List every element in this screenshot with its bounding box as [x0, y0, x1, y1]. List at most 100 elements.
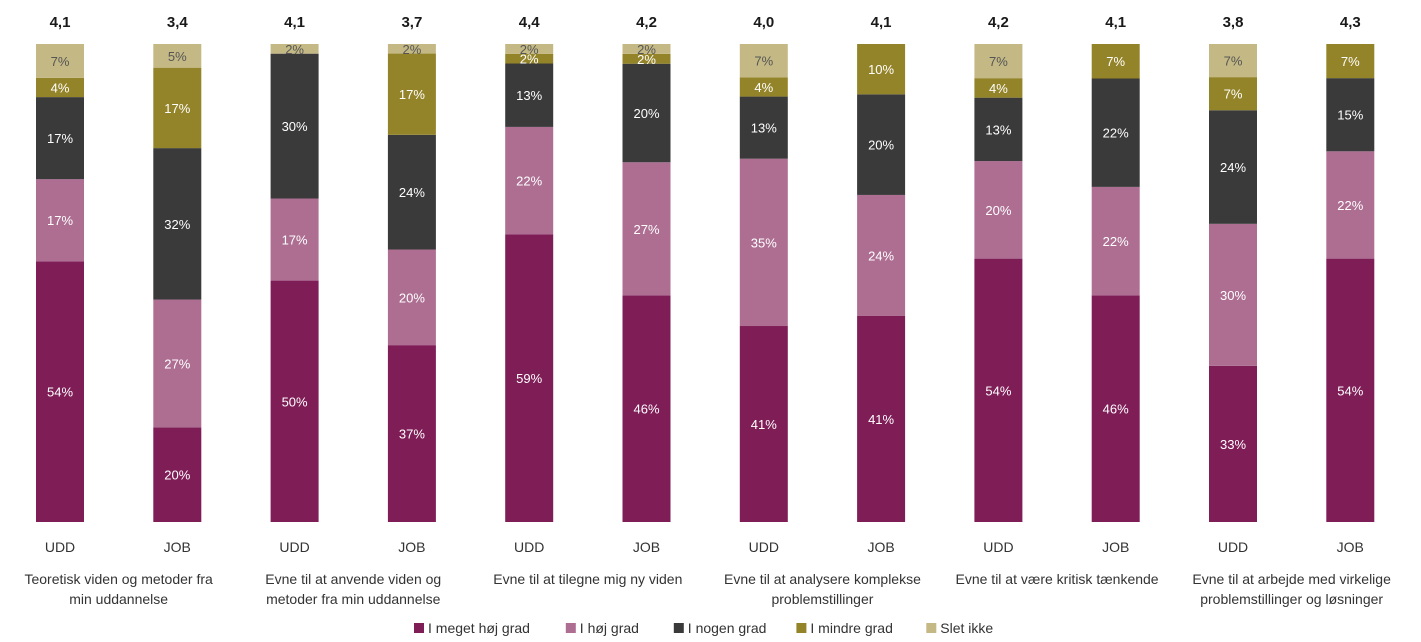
bar-segment: [1091, 44, 1140, 79]
bar-segment: [974, 161, 1023, 259]
bar-segment: [622, 162, 671, 296]
data-label: 41%: [868, 412, 894, 427]
bar-segment: [1326, 78, 1375, 152]
bar-segment: [739, 326, 788, 522]
x-tick-label: UDD: [749, 539, 779, 555]
bar-segment: [622, 63, 671, 163]
bar-segment: [1091, 78, 1140, 187]
bar-segment: [1209, 110, 1257, 224]
x-tick-label: UDD: [1218, 539, 1248, 555]
x-tick-label: UDD: [514, 539, 544, 555]
bar-segment: [1209, 44, 1257, 78]
data-label: 27%: [164, 356, 190, 371]
data-label: 7%: [1106, 54, 1125, 69]
x-tick-label: JOB: [1337, 539, 1364, 555]
data-label: 2%: [520, 42, 539, 57]
bar-segment: [505, 53, 554, 64]
x-tick-label: JOB: [633, 539, 660, 555]
x-tick-label: UDD: [45, 539, 75, 555]
legend-swatch: [565, 623, 576, 633]
bar-segment: [36, 261, 84, 522]
bar-segment: [974, 78, 1023, 98]
legend-label: I mindre grad: [810, 620, 892, 636]
legend-swatch: [796, 623, 807, 633]
data-label: 2%: [637, 42, 656, 57]
bar-segment: [153, 148, 202, 300]
data-label: 13%: [516, 88, 542, 103]
legend-swatch: [926, 623, 937, 633]
x-tick-label: JOB: [164, 539, 191, 555]
data-label: 4%: [51, 80, 70, 95]
bar-segment: [857, 44, 906, 95]
data-label: 54%: [1337, 383, 1363, 398]
data-label: 7%: [754, 54, 773, 69]
bar-segment: [857, 315, 906, 522]
data-label: 13%: [985, 122, 1011, 137]
data-label: 46%: [633, 402, 659, 417]
average-score: 4,1: [871, 14, 892, 31]
data-label: 17%: [47, 131, 73, 146]
bar-segment: [974, 258, 1023, 522]
data-label: 10%: [868, 62, 894, 77]
bar-segment: [739, 44, 788, 78]
data-label: 32%: [164, 217, 190, 232]
data-label: 33%: [1220, 437, 1246, 452]
data-label: 2%: [637, 52, 656, 67]
bar-segment: [387, 249, 436, 346]
bar-segment: [1091, 295, 1140, 522]
data-label: 20%: [985, 203, 1011, 218]
x-tick-label: UDD: [983, 539, 1013, 555]
data-label: 22%: [1337, 198, 1363, 213]
average-score: 4,2: [636, 14, 657, 31]
group-label: Evne til at analysere komplekse: [724, 571, 921, 587]
bar-segment: [739, 158, 788, 327]
bar-segment: [387, 134, 436, 250]
data-label: 17%: [164, 101, 190, 116]
group-label: Evne til at anvende viden og: [265, 571, 441, 587]
bar-segment: [387, 345, 436, 522]
legend-label: I meget høj grad: [428, 620, 530, 636]
data-label: 17%: [47, 213, 73, 228]
bar-segment: [974, 97, 1023, 162]
data-label: 24%: [868, 248, 894, 263]
data-label: 50%: [282, 394, 308, 409]
x-tick-label: JOB: [398, 539, 425, 555]
bar-segment: [270, 44, 319, 54]
legend-label: Slet ikke: [940, 620, 993, 636]
data-label: 30%: [1220, 288, 1246, 303]
data-label: 20%: [868, 138, 894, 153]
data-label: 20%: [633, 106, 659, 121]
bar-segment: [36, 44, 84, 78]
bar-segment: [1209, 223, 1257, 366]
average-score: 3,4: [167, 14, 189, 31]
x-tick-label: UDD: [279, 539, 309, 555]
group-label: problemstillinger: [771, 591, 873, 607]
bar-segment: [1209, 365, 1257, 522]
bar-segment: [36, 77, 84, 98]
bar-segment: [1326, 151, 1375, 259]
group-label: Evne til at arbejde med virkelige: [1192, 571, 1391, 587]
data-label: 24%: [1220, 160, 1246, 175]
bar-segment: [622, 295, 671, 522]
bar-segment: [857, 194, 906, 316]
average-score: 4,1: [50, 14, 71, 31]
bar-segment: [1326, 44, 1375, 79]
data-label: 35%: [751, 235, 777, 250]
average-score: 3,7: [401, 14, 422, 31]
average-score: 3,8: [1223, 14, 1244, 31]
bar-segment: [974, 44, 1023, 79]
bar-segment: [622, 53, 671, 64]
data-label: 15%: [1337, 108, 1363, 123]
average-score: 4,1: [284, 14, 305, 31]
legend-swatch: [673, 623, 684, 633]
data-label: 22%: [1103, 126, 1129, 141]
bar-segment: [153, 299, 202, 428]
data-label: 7%: [1341, 54, 1360, 69]
data-label: 54%: [47, 385, 73, 400]
bar-segment: [387, 53, 436, 135]
bar-segment: [153, 427, 202, 522]
bar-segment: [505, 44, 554, 54]
data-label: 5%: [168, 49, 187, 64]
bar-segment: [36, 179, 84, 262]
average-score: 4,4: [519, 14, 541, 31]
